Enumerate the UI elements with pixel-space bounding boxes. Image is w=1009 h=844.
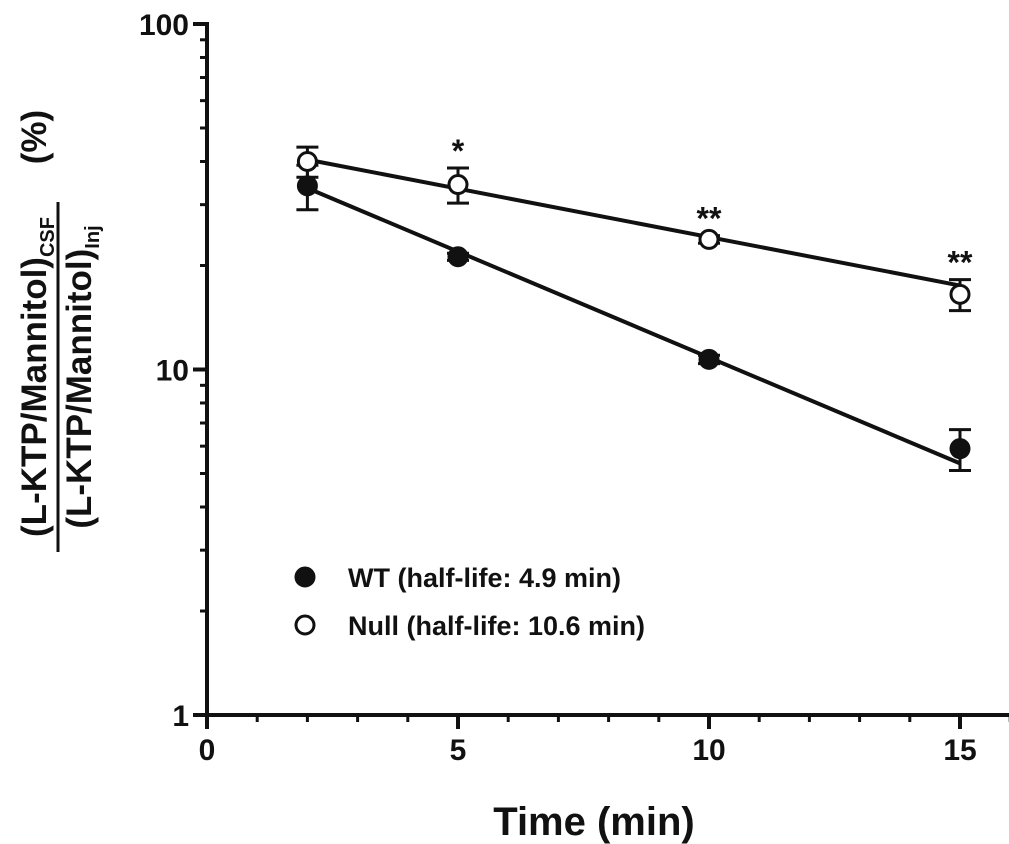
y-axis-denominator: (L-KTP/Mannitol)Inj: [60, 225, 104, 528]
y-numerator-subscript: CSF: [37, 217, 59, 257]
null-point: [296, 150, 318, 172]
y-numerator-text: (L-KTP/Mannitol): [15, 257, 54, 537]
wt-point: [698, 348, 720, 370]
significance-star: **: [697, 201, 722, 237]
tick-marks: [193, 22, 1009, 729]
x-tick-label: 0: [199, 734, 216, 767]
significance-annotations: *****: [452, 133, 973, 281]
wt-point: [447, 246, 469, 268]
y-denominator-text: (L-KTP/Mannitol): [60, 249, 99, 529]
legend-marker-null: [294, 614, 316, 636]
error-bars: [296, 145, 971, 473]
legend-label: WT (half-life: 4.9 min): [348, 563, 621, 593]
wt-point: [296, 175, 318, 197]
fit-line: [307, 157, 961, 288]
y-denominator-subscript: Inj: [82, 225, 104, 248]
legend: WT (half-life: 4.9 min) Null (half-life: …: [294, 563, 645, 641]
legend-marker-wt: [294, 566, 316, 588]
fit-line: [306, 186, 961, 466]
x-axis-title: Time (min): [493, 800, 695, 844]
wt-point: [949, 438, 971, 460]
significance-star: *: [452, 133, 465, 169]
y-tick-label: 100: [139, 9, 189, 42]
legend-label: Null (half-life: 10.6 min): [348, 611, 645, 641]
y-axis-title: (L-KTP/Mannitol)CSF (L-KTP/Mannitol)Inj …: [15, 110, 104, 552]
null-point: [949, 283, 971, 305]
significance-star: **: [948, 245, 973, 281]
null-point: [447, 174, 469, 196]
y-tick-label: 1: [172, 700, 189, 733]
tick-labels: 0 5 10 15 1 10 100: [139, 9, 977, 767]
fit-lines: [306, 157, 961, 466]
data-points: [296, 150, 971, 460]
y-axis-unit: (%): [15, 110, 54, 164]
x-tick-label: 5: [450, 734, 467, 767]
null-point: [698, 228, 720, 250]
x-tick-label: 15: [943, 734, 976, 767]
x-tick-label: 10: [692, 734, 725, 767]
y-tick-label: 10: [156, 355, 189, 388]
y-axis-numerator: (L-KTP/Mannitol)CSF: [15, 217, 59, 537]
